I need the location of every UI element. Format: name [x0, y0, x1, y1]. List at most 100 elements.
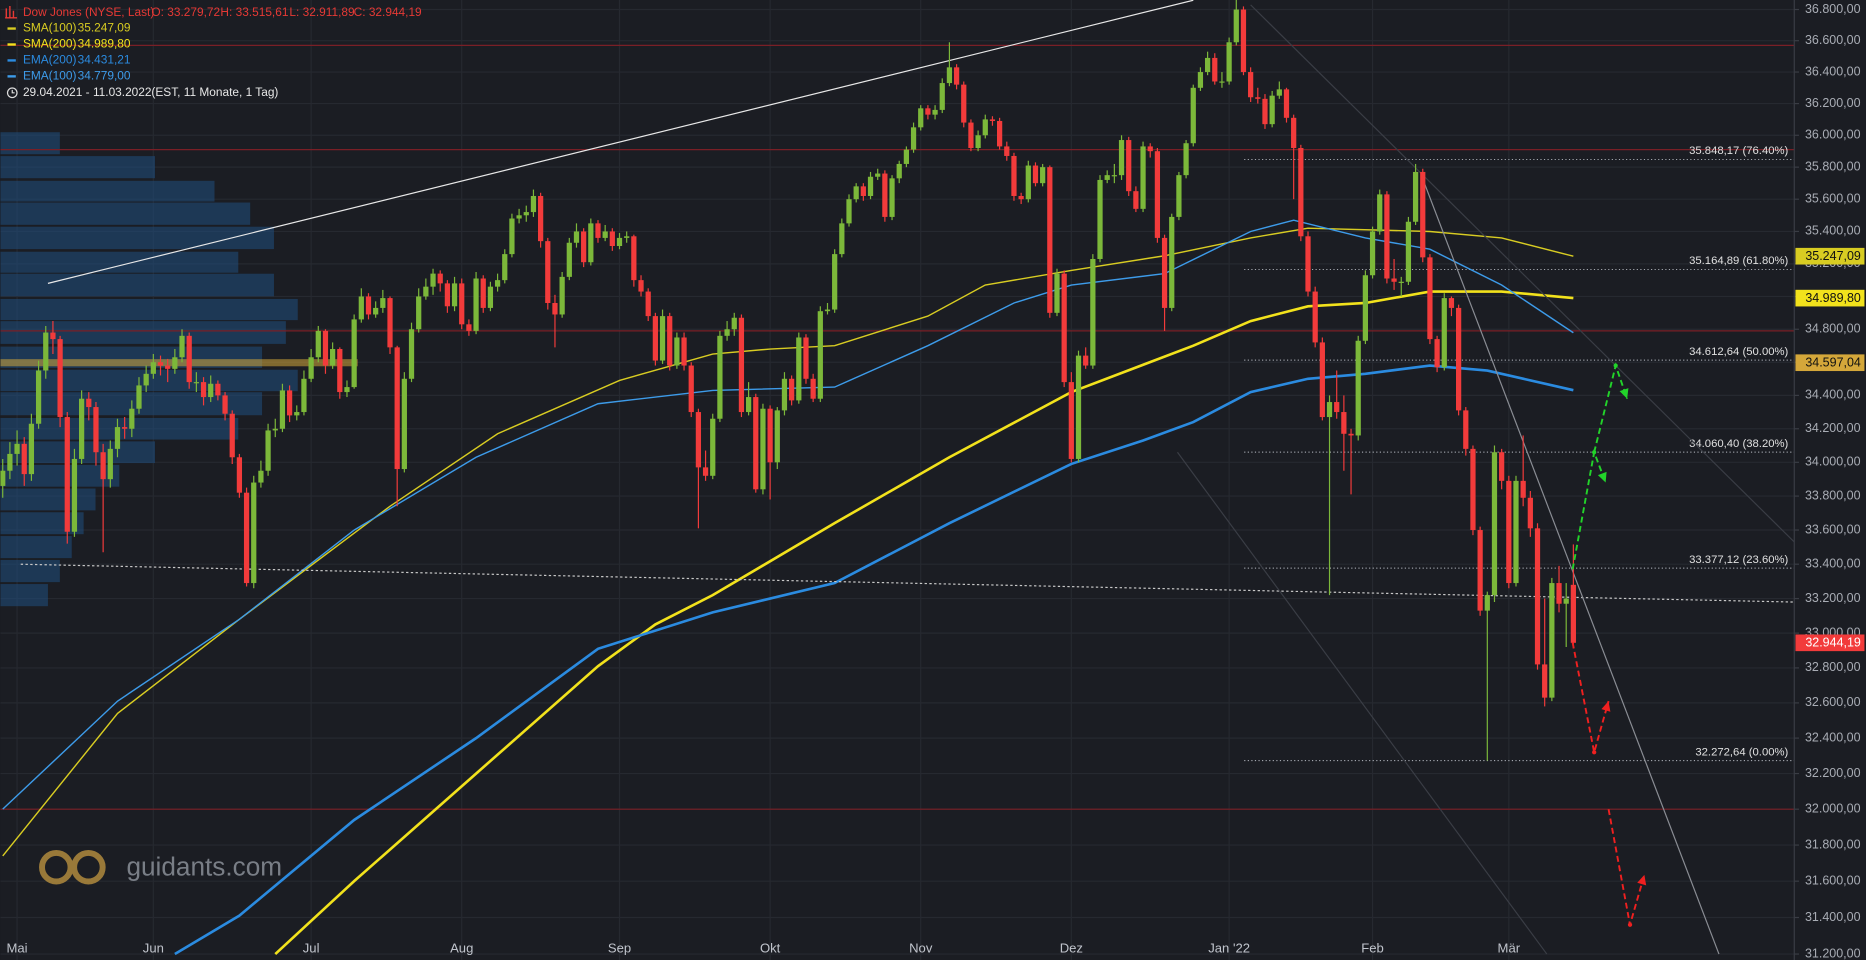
- candle-body: [688, 365, 694, 413]
- fib-label: 33.377,12 (23.60%): [1689, 554, 1788, 566]
- period: (EST, 11 Monate, 1 Tag): [151, 85, 278, 99]
- candle-body: [1355, 340, 1361, 436]
- volume-profile-bar: [0, 321, 286, 344]
- candle-body: [1004, 146, 1010, 156]
- candle-body: [731, 317, 737, 330]
- candle-body: [208, 383, 214, 398]
- volume-profile-bar: [0, 298, 298, 321]
- candle-body: [810, 378, 816, 399]
- y-tick-label: 36.200,00: [1805, 96, 1861, 110]
- candle-body: [57, 339, 63, 418]
- volume-profile-bar: [0, 512, 84, 535]
- candle-body: [910, 127, 917, 150]
- candle-body: [358, 296, 364, 320]
- candle-body: [588, 223, 594, 263]
- volume-profile-bar: [0, 369, 298, 392]
- candle-body: [1075, 355, 1082, 459]
- candle-body: [1276, 89, 1282, 96]
- candle-body: [1362, 275, 1369, 341]
- candle-body: [193, 382, 199, 384]
- candle-body: [659, 316, 666, 361]
- candle-body: [932, 109, 938, 115]
- fib-label: 35.164,89 (61.80%): [1689, 255, 1788, 267]
- candle-body: [387, 298, 393, 348]
- candle-body: [674, 337, 680, 366]
- y-tick-label: 36.800,00: [1805, 2, 1861, 16]
- candle-body: [889, 178, 895, 217]
- candle-body: [1441, 298, 1447, 368]
- candle-body: [1104, 175, 1110, 180]
- candle-body: [1420, 171, 1426, 258]
- candle-body: [753, 397, 759, 490]
- volume-profile-bar: [0, 559, 60, 583]
- candle-body: [839, 223, 845, 255]
- candle-body: [595, 223, 601, 238]
- y-tick-label: 32.400,00: [1805, 730, 1861, 744]
- plot-area: 35.848,17 (76.40%) 35.164,89 (61.80%) 34.6…: [0, 0, 1795, 960]
- candle-body: [179, 335, 185, 358]
- price-badge-label: 34.989,80: [1805, 291, 1861, 305]
- x-tick-label: Mai: [7, 941, 28, 956]
- price-axis: 31.200,00 31.400,00 31.600,00 31.800,00 32.0…: [1794, 2, 1865, 960]
- volume-profile-bar: [0, 488, 96, 511]
- y-tick-label: 31.800,00: [1805, 837, 1861, 851]
- candle-body: [1499, 452, 1505, 481]
- y-tick-label: 35.800,00: [1805, 159, 1861, 173]
- candle-body: [1570, 584, 1576, 643]
- x-tick-label: Jun: [143, 941, 164, 956]
- candle-body: [1542, 664, 1548, 698]
- logo-ring: [71, 849, 106, 885]
- candle-body: [667, 316, 673, 366]
- close-label: C: 32.944,19: [354, 5, 422, 19]
- clock-hand: [11, 89, 15, 94]
- candle-body: [1176, 175, 1182, 217]
- candle-body: [1391, 278, 1397, 282]
- candle-body: [459, 283, 465, 325]
- trendline: [1420, 174, 1720, 955]
- candle-body: [1040, 167, 1046, 184]
- volume-profile-bar: [0, 132, 60, 155]
- candle-body: [114, 427, 121, 449]
- y-tick-label: 35.400,00: [1805, 224, 1861, 238]
- candle-body: [344, 387, 350, 393]
- candle-body: [451, 283, 458, 307]
- price-badge: [1795, 247, 1865, 265]
- legend-name: SMA(200): [23, 37, 77, 51]
- candle-body: [129, 408, 135, 429]
- candle-body: [473, 278, 479, 331]
- legend-name: EMA(100): [23, 69, 77, 83]
- candle-body: [710, 418, 716, 476]
- candle-body: [523, 212, 529, 216]
- candle-body: [681, 337, 687, 366]
- y-tick-label: 34.800,00: [1805, 322, 1861, 336]
- candle-body: [86, 398, 92, 408]
- x-tick-label: Jul: [303, 941, 320, 956]
- candle-body: [1018, 195, 1024, 200]
- candle-body: [538, 195, 544, 242]
- y-tick-label: 33.800,00: [1805, 488, 1861, 502]
- fib-label: 32.272,64 (0.00%): [1695, 746, 1788, 758]
- candle-body: [14, 443, 20, 454]
- y-tick-label: 33.400,00: [1805, 556, 1861, 570]
- candle-body: [437, 273, 443, 284]
- candle-body: [609, 231, 615, 247]
- candle-body: [882, 173, 888, 217]
- candle-body: [222, 395, 228, 414]
- candle-body: [200, 382, 207, 398]
- candle-body: [351, 319, 357, 388]
- candle-body: [416, 296, 422, 330]
- open-label: O: 33.279,72: [151, 5, 220, 19]
- candle-body: [1527, 497, 1533, 529]
- candle-body: [803, 337, 809, 379]
- candle-body: [487, 286, 494, 308]
- candle-body: [602, 231, 608, 238]
- fib-label: 35.848,17 (76.40%): [1689, 145, 1788, 157]
- candle-body: [1226, 42, 1232, 82]
- candle-body: [946, 67, 953, 84]
- candle-body: [1197, 72, 1204, 88]
- y-tick-label: 34.000,00: [1805, 455, 1861, 469]
- candle-body: [186, 335, 192, 383]
- volume-profile-bar: [0, 226, 274, 250]
- candle-body: [824, 309, 831, 312]
